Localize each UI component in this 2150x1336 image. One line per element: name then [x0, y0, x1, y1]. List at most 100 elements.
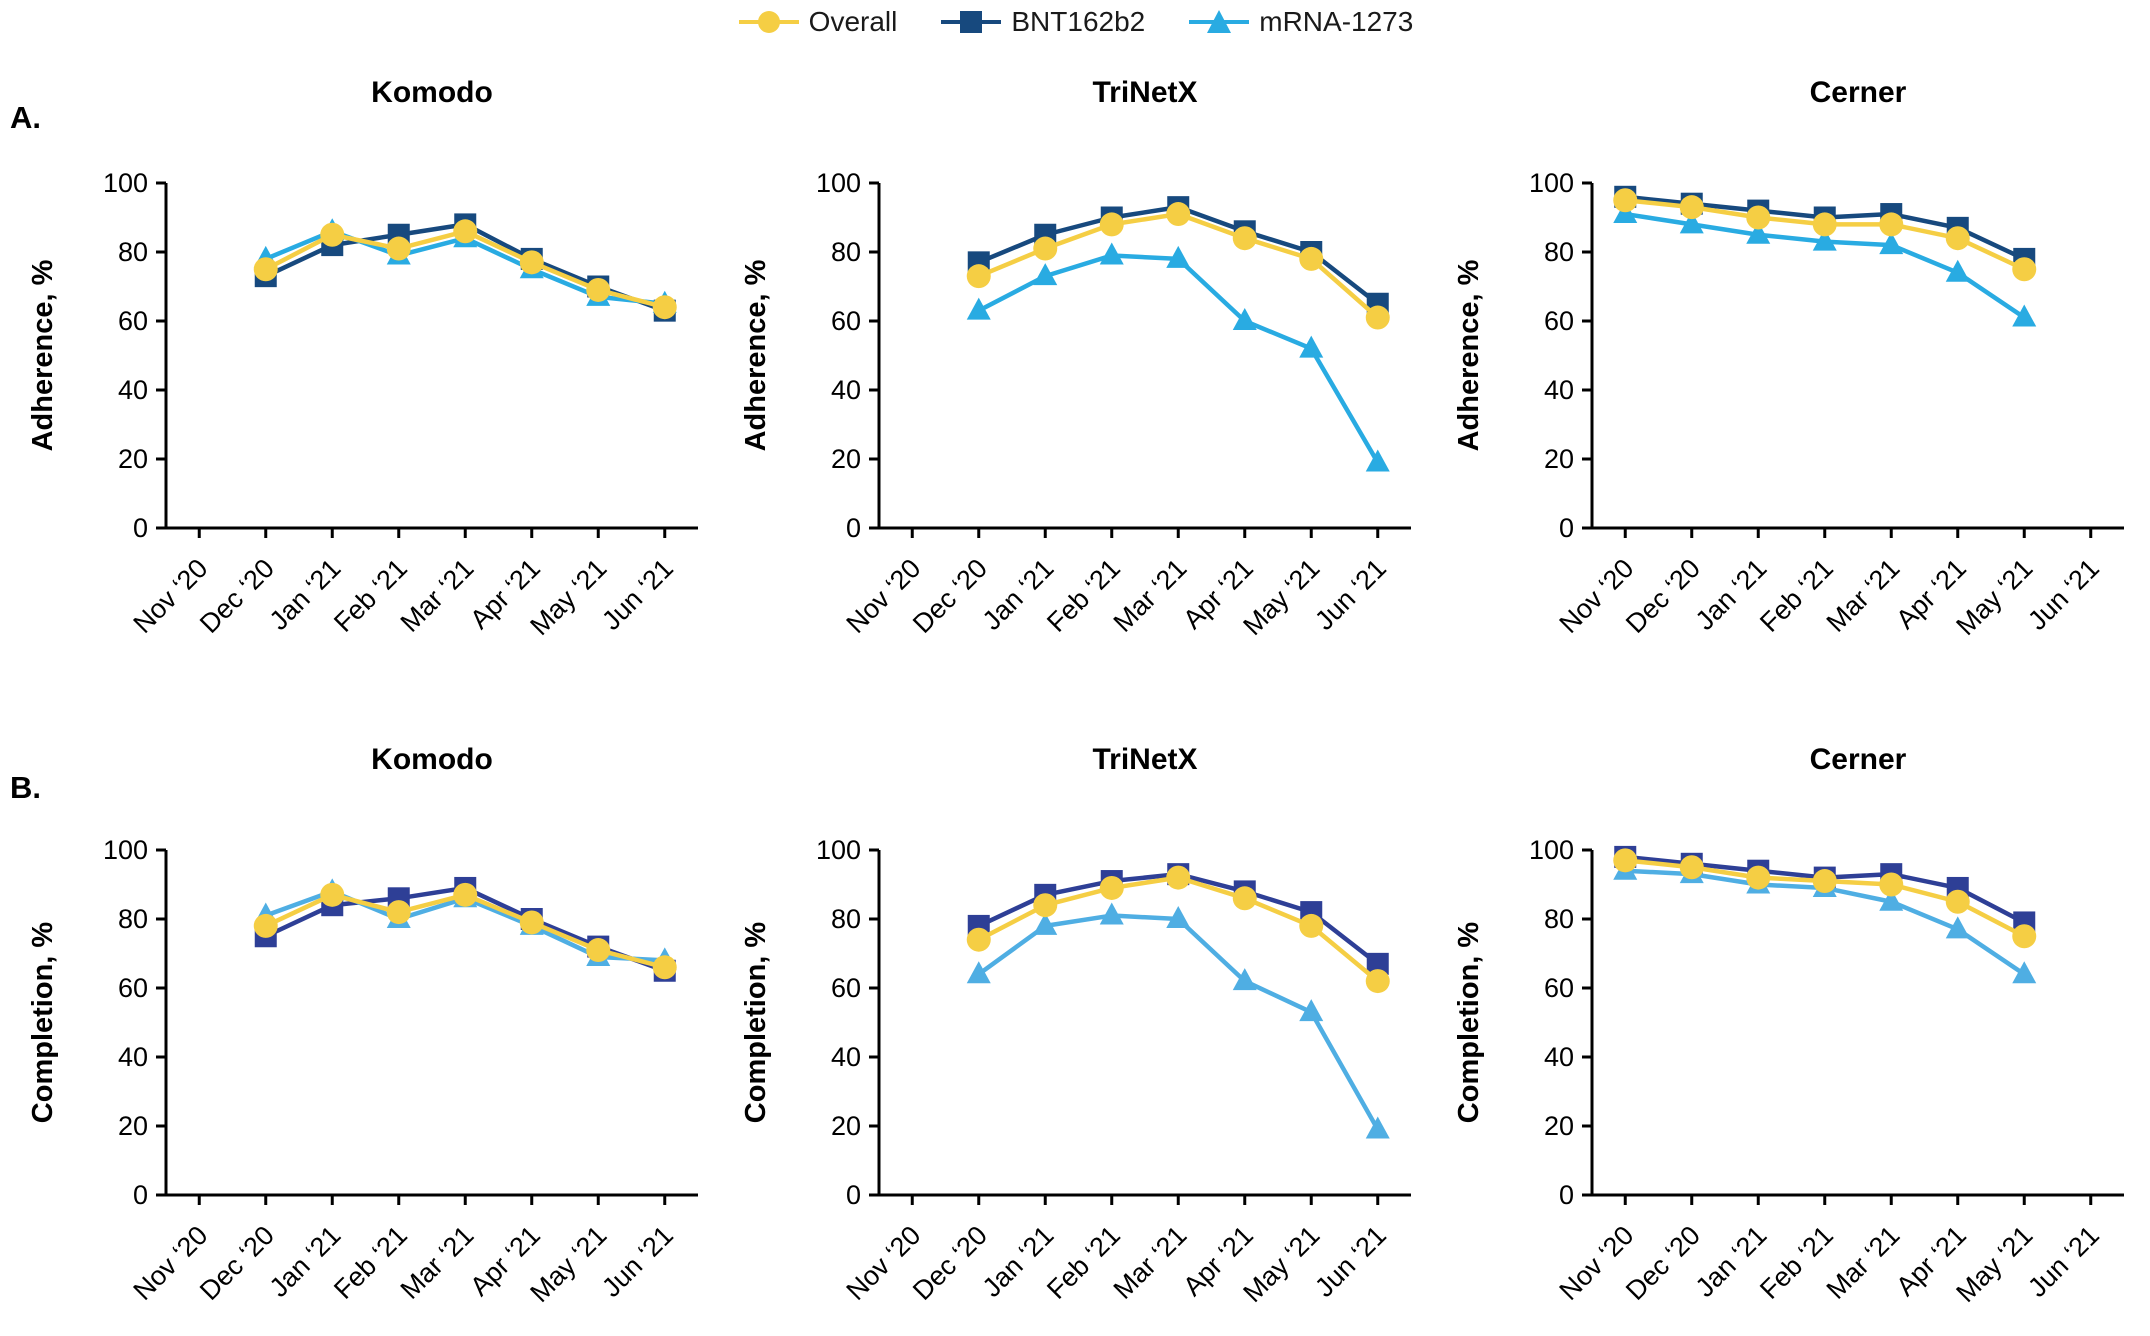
circle-marker-overall [1365, 305, 1390, 330]
x-tick-label: Dec ‘20 [1620, 553, 1706, 639]
x-tick-label: Feb ‘21 [1754, 1220, 1839, 1305]
x-tick-label: Jun ‘21 [2022, 1220, 2105, 1303]
y-tick-label: 100 [816, 835, 861, 865]
triangle-marker-mrna-1273 [2012, 304, 2037, 327]
triangle-marker-mrna-1273 [1299, 999, 1324, 1022]
triangle-marker-mrna-1273 [1166, 906, 1191, 928]
circle-marker-overall [1679, 195, 1704, 220]
circle-marker-overall [253, 913, 278, 938]
chart-title: Cerner [1810, 76, 1907, 109]
x-tick-label: Mar ‘21 [395, 1220, 480, 1305]
y-tick-label: 100 [1529, 168, 1574, 198]
line-chart-svg: TriNetX Completion, % 0 20 40 60 80 100 Nov ‘20D… [740, 743, 1411, 1308]
x-tick-label: Nov ‘20 [1554, 1220, 1640, 1306]
y-tick-label: 60 [118, 973, 148, 1003]
chart-title: Komodo [371, 743, 493, 776]
triangle-marker-mrna-1273 [1812, 228, 1837, 251]
legend-item-bnt162b2: BNT162b2 [939, 6, 1145, 38]
y-tick-label: 80 [118, 904, 148, 934]
y-tick-label: 40 [1544, 375, 1574, 405]
x-tick-label: Jun ‘21 [2022, 553, 2105, 636]
circle-marker-overall [2012, 257, 2037, 282]
x-tick-label: Dec ‘20 [907, 553, 993, 639]
y-tick-label: 60 [118, 306, 148, 336]
circle-marker-overall [652, 295, 677, 320]
circle-marker-overall [1365, 969, 1390, 994]
circle-marker-overall [652, 955, 677, 980]
line-chart-svg: Cerner Completion, % 0 20 40 60 80 100 Nov ‘20De… [1453, 743, 2124, 1308]
chart-cerner-adherence: Cerner Adherence, % 0 20 40 60 80 100 Nov ‘20 Dec… [1432, 68, 2144, 664]
x-tick-label: Dec ‘20 [1620, 1220, 1706, 1306]
y-axis-label: Completion, % [1453, 922, 1485, 1124]
x-tick-label: Feb ‘21 [1041, 1220, 1126, 1305]
y-tick-label: 40 [1544, 1042, 1574, 1072]
triangle-marker-mrna-1273 [1299, 335, 1324, 358]
triangle-marker-icon [1207, 10, 1232, 33]
chart-title: TriNetX [1092, 76, 1197, 109]
line-chart-svg: Cerner Adherence, % 0 20 40 60 80 100 Nov ‘20Dec… [1453, 76, 2124, 641]
triangle-marker-mrna-1273 [1365, 449, 1390, 472]
circle-marker-overall [1746, 865, 1771, 890]
y-axis-label: Adherence, % [27, 259, 59, 451]
y-tick-label: 40 [118, 1042, 148, 1072]
triangle-marker-mrna-1273 [2012, 961, 2037, 984]
circle-marker-overall [1746, 205, 1771, 230]
circle-marker-overall [586, 938, 611, 963]
x-tick-label: Nov ‘20 [841, 553, 927, 639]
y-tick-label: 40 [118, 375, 148, 405]
circle-marker-overall [519, 910, 544, 935]
y-tick-label: 20 [118, 444, 148, 474]
triangle-marker-mrna-1273 [1232, 308, 1257, 330]
circle-marker-overall [1812, 869, 1837, 894]
legend-label-mrna-1273: mRNA-1273 [1259, 6, 1414, 37]
circle-marker-icon [757, 11, 780, 33]
circle-marker-overall [586, 277, 611, 302]
x-tick-label: Dec ‘20 [907, 1220, 993, 1306]
circle-marker-overall [1166, 865, 1191, 890]
circle-marker-overall [453, 882, 478, 907]
circle-marker-overall [1879, 212, 1904, 237]
x-tick-label: Nov ‘20 [841, 1220, 927, 1306]
chart-trinetx-adherence: TriNetX Adherence, % 0 20 40 60 80 100 Nov ‘20 De… [719, 68, 1431, 664]
y-tick-label: 0 [1559, 1180, 1574, 1210]
circle-marker-overall [2012, 924, 2037, 949]
circle-marker-overall [1099, 212, 1124, 237]
triangle-marker-mrna-1273 [1099, 242, 1124, 265]
x-tick-label: Nov ‘20 [128, 553, 214, 639]
x-tick-label: Jun ‘21 [1309, 553, 1392, 636]
overall-line-circle-icon [738, 11, 799, 33]
legend: Overall BNT162b2 mRNA-1273 [0, 6, 2150, 38]
circle-marker-overall [1166, 202, 1191, 227]
legend-item-mrna-1273: mRNA-1273 [1187, 6, 1413, 38]
x-tick-label: Mar ‘21 [1821, 553, 1906, 638]
line-chart-svg: Komodo Completion, % 0 20 40 60 80 100 Nov ‘20De… [27, 743, 698, 1308]
chart-title: Cerner [1810, 743, 1907, 776]
line-chart-svg: TriNetX Adherence, % 0 20 40 60 80 100 Nov ‘20De… [740, 76, 1411, 641]
x-tick-label: Jun ‘21 [596, 553, 679, 636]
triangle-marker-mrna-1273 [1166, 245, 1191, 268]
triangle-marker-mrna-1273 [1365, 1116, 1390, 1139]
x-tick-label: Mar ‘21 [1821, 1220, 1906, 1305]
bnt162b2-line-square-icon [941, 11, 1002, 33]
x-tick-label: Nov ‘20 [1554, 553, 1640, 639]
chart-cerner-completion: Cerner Completion, % 0 20 40 60 80 100 Nov ‘20 De… [1432, 735, 2144, 1331]
y-tick-label: 20 [831, 444, 861, 474]
circle-marker-overall [1945, 889, 1970, 914]
y-tick-label: 80 [1544, 237, 1574, 267]
y-axis-label: Completion, % [740, 922, 772, 1124]
circle-marker-overall [1232, 226, 1257, 251]
y-tick-label: 60 [1544, 306, 1574, 336]
circle-marker-overall [966, 927, 991, 952]
chart-trinetx-completion: TriNetX Completion, % 0 20 40 60 80 100 Nov ‘20 D… [719, 735, 1431, 1331]
x-tick-label: Feb ‘21 [328, 553, 413, 638]
y-axis-label: Completion, % [27, 922, 59, 1124]
circle-marker-overall [1613, 188, 1638, 213]
triangle-marker-mrna-1273 [1099, 902, 1124, 925]
triangle-marker-mrna-1273 [1945, 259, 1970, 282]
circle-marker-overall [320, 222, 345, 247]
x-tick-label: Mar ‘21 [395, 553, 480, 638]
y-tick-label: 100 [816, 168, 861, 198]
legend-item-overall: Overall [737, 6, 897, 38]
legend-label-bnt162b2: BNT162b2 [1011, 6, 1146, 37]
circle-marker-overall [1679, 855, 1704, 880]
